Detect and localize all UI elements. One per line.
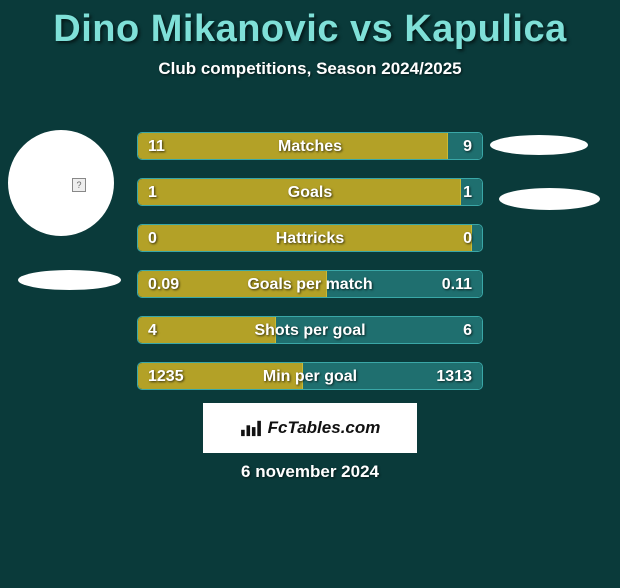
stat-label: Min per goal (138, 363, 482, 389)
stat-label: Goals per match (138, 271, 482, 297)
subtitle: Club competitions, Season 2024/2025 (0, 59, 620, 79)
page-title: Dino Mikanovic vs Kapulica (0, 8, 620, 51)
stat-label: Hattricks (138, 225, 482, 251)
stat-row: Shots per goal4 6 (137, 316, 483, 344)
stat-value-right: 0 (463, 225, 472, 251)
stats-panel: Matches119Goals11Hattricks00Goals per ma… (137, 132, 483, 408)
stat-value-left: 11 (148, 133, 165, 159)
stat-label: Shots per goal (138, 317, 482, 343)
stat-value-right: 1 (463, 179, 472, 205)
stat-value-left: 1 (148, 179, 157, 205)
player-left-avatar: ? (8, 130, 114, 236)
stat-value-left: 4 (148, 317, 157, 343)
stat-value-right: 9 (463, 133, 472, 159)
stat-value-left: 0 (148, 225, 157, 251)
stat-value-right: 0.11 (442, 271, 472, 297)
stat-value-right: 1313 (436, 363, 472, 389)
player-left-shadow (18, 270, 121, 290)
player-right-shadow (499, 188, 600, 210)
stat-row: Min per goal1235 1313 (137, 362, 483, 390)
stat-row: Goals per match0.09 0.11 (137, 270, 483, 298)
stat-value-left: 1235 (148, 363, 184, 389)
stat-row: Matches11 9 (137, 132, 483, 160)
stat-row: Goals1 1 (137, 178, 483, 206)
stat-row: Hattricks0 0 (137, 224, 483, 252)
date-label: 6 november 2024 (0, 462, 620, 482)
stat-value-right: 6 (463, 317, 472, 343)
stat-label: Goals (138, 179, 482, 205)
brand-box: FcTables.com (203, 403, 417, 453)
player-right-avatar (490, 135, 588, 155)
brand-label: FcTables.com (268, 418, 381, 438)
placeholder-image-icon: ? (72, 178, 86, 192)
stat-label: Matches (138, 133, 482, 159)
brand-bars-icon (240, 419, 262, 437)
stat-value-left: 0.09 (148, 271, 179, 297)
